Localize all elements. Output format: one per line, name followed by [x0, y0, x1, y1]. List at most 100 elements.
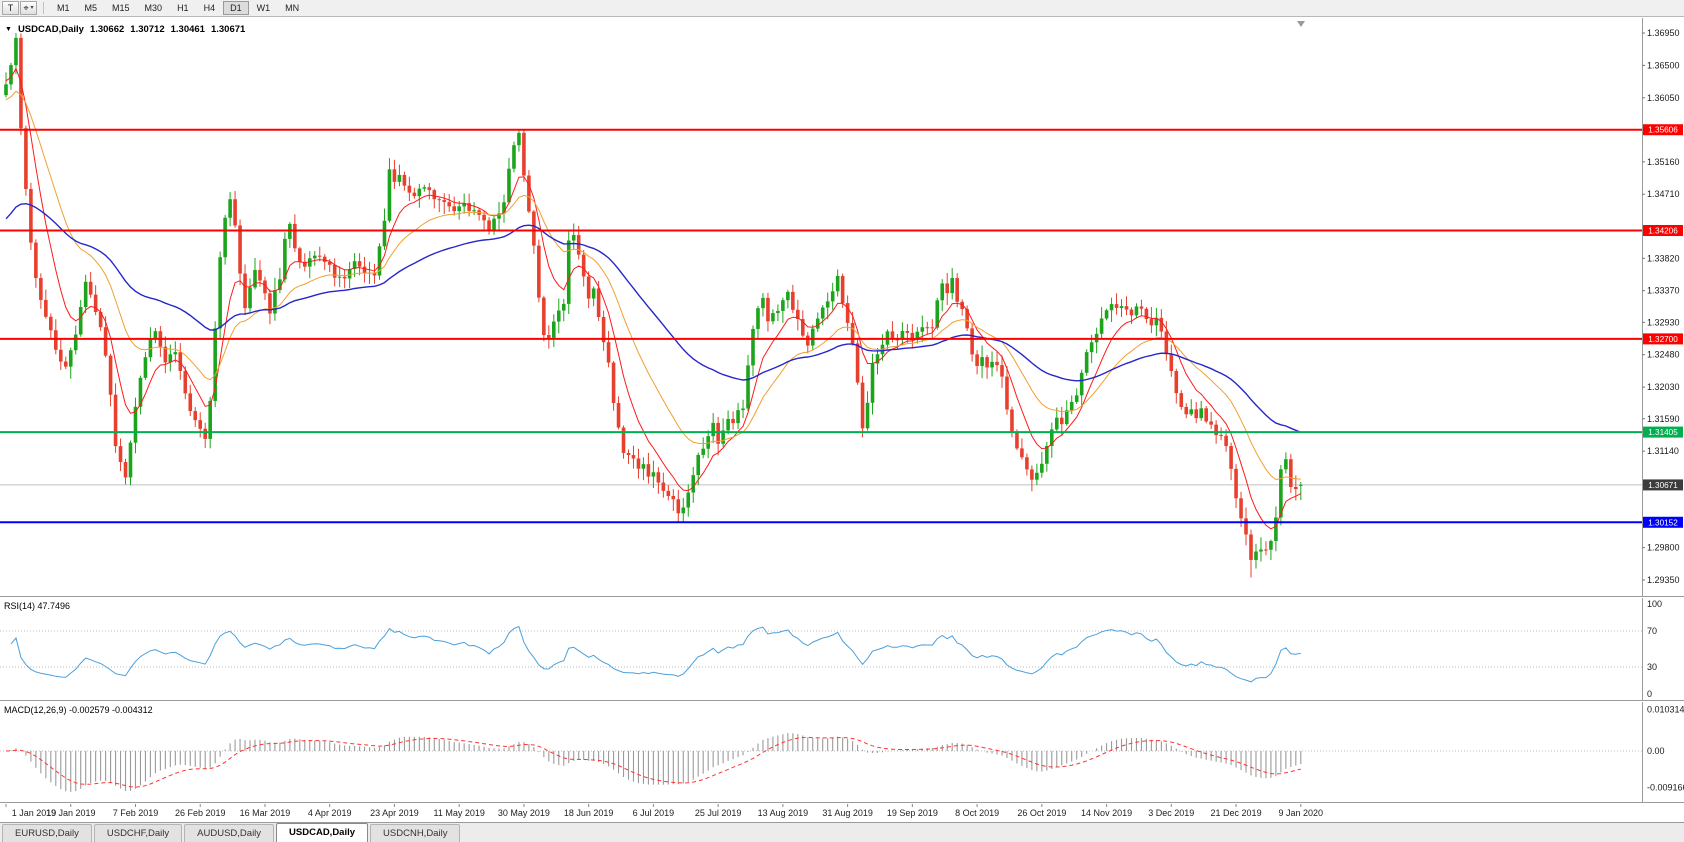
- timeframe-m1-button[interactable]: M1: [50, 1, 77, 15]
- svg-text:1.32030: 1.32030: [1647, 382, 1680, 392]
- tab-audusd-daily[interactable]: AUDUSD,Daily: [184, 824, 275, 842]
- quote-open: 1.30662: [89, 24, 125, 35]
- svg-text:1.34710: 1.34710: [1647, 189, 1680, 199]
- rsi-panel[interactable]: [0, 625, 1642, 683]
- quote-close: 1.30671: [210, 24, 246, 35]
- timeframe-m5-button[interactable]: M5: [78, 1, 105, 15]
- svg-text:1.36050: 1.36050: [1647, 93, 1680, 103]
- price-badge-1.32700: 1.32700: [1643, 333, 1683, 345]
- text-tool-button[interactable]: T: [2, 1, 19, 15]
- timeframe-mn-button[interactable]: MN: [278, 1, 306, 15]
- svg-text:26 Feb 2019: 26 Feb 2019: [175, 808, 226, 818]
- timeframe-d1-button[interactable]: D1: [223, 1, 249, 15]
- macd-indicator-label: MACD(12,26,9) -0.002579 -0.004312: [4, 705, 153, 715]
- price-badge-1.31405: 1.31405: [1643, 426, 1683, 438]
- chart-symbol-label: USDCAD,Daily: [17, 24, 84, 35]
- svg-text:16 Mar 2019: 16 Mar 2019: [240, 808, 291, 818]
- svg-text:1.34206: 1.34206: [1648, 226, 1678, 235]
- svg-text:1.33370: 1.33370: [1647, 286, 1680, 296]
- svg-text:19 Jan 2019: 19 Jan 2019: [46, 808, 96, 818]
- svg-text:14 Nov 2019: 14 Nov 2019: [1081, 808, 1132, 818]
- svg-text:25 Jul 2019: 25 Jul 2019: [695, 808, 742, 818]
- rsi-indicator-label: RSI(14) 47.7496: [4, 601, 71, 611]
- price-axis[interactable]: 1.36950 1.36500 1.36050 1.35160 1.34710 1.338…: [1642, 18, 1684, 802]
- svg-text:1.31405: 1.31405: [1648, 428, 1678, 437]
- tab-usdcad-daily[interactable]: USDCAD,Daily: [276, 823, 369, 842]
- quote-low: 1.30461: [170, 24, 205, 35]
- top-toolbar: T ⌖ ▾ M1 M5 M15 M30 H1 H4 D1 W1 MN: [0, 0, 1684, 17]
- timeframe-h1-button[interactable]: H1: [170, 1, 196, 15]
- rsi-line: [10, 625, 1301, 683]
- ma-fast-line: [5, 67, 1302, 530]
- price-badge-1.35606: 1.35606: [1643, 124, 1683, 136]
- svg-text:1.29800: 1.29800: [1647, 543, 1680, 553]
- price-panel[interactable]: [0, 21, 1642, 578]
- timeframe-w1-button[interactable]: W1: [250, 1, 278, 15]
- svg-text:11 May 2019: 11 May 2019: [433, 808, 484, 818]
- svg-text:13 Aug 2019: 13 Aug 2019: [758, 808, 809, 818]
- svg-text:1.36950: 1.36950: [1647, 28, 1680, 38]
- macd-signal-line: [5, 736, 1301, 788]
- chart-tab-bar: EURUSD,Daily USDCHF,Daily AUDUSD,Daily U…: [0, 822, 1684, 842]
- quote-high: 1.30712: [130, 24, 165, 35]
- svg-text:21 Dec 2019: 21 Dec 2019: [1211, 808, 1262, 818]
- svg-text:0.010314: 0.010314: [1647, 705, 1684, 715]
- chart-canvas[interactable]: 1.36950 1.36500 1.36050 1.35160 1.34710 1.338…: [0, 18, 1684, 822]
- svg-text:1.30152: 1.30152: [1648, 518, 1678, 527]
- svg-text:1.36500: 1.36500: [1647, 60, 1680, 70]
- svg-text:8 Oct 2019: 8 Oct 2019: [955, 808, 999, 818]
- timeframe-m15-button[interactable]: M15: [105, 1, 137, 15]
- svg-text:1.31590: 1.31590: [1647, 414, 1680, 424]
- svg-text:70: 70: [1647, 626, 1657, 636]
- chart-shift-marker[interactable]: [1297, 21, 1305, 27]
- tab-usdcnh-daily[interactable]: USDCNH,Daily: [370, 824, 461, 842]
- price-badge-1.30152: 1.30152: [1643, 516, 1683, 528]
- current-price-badge: 1.30671: [1643, 479, 1683, 491]
- timeframe-h4-button[interactable]: H4: [197, 1, 223, 15]
- svg-text:1.29350: 1.29350: [1647, 575, 1680, 585]
- timeframe-m30-button[interactable]: M30: [138, 1, 170, 15]
- svg-text:0: 0: [1647, 689, 1652, 699]
- svg-text:1.35606: 1.35606: [1648, 126, 1678, 135]
- candles-layer: [4, 33, 1303, 578]
- panel-separators: [0, 596, 1684, 804]
- svg-text:3 Dec 2019: 3 Dec 2019: [1148, 808, 1194, 818]
- macd-panel[interactable]: [0, 733, 1642, 792]
- svg-text:31 Aug 2019: 31 Aug 2019: [822, 808, 873, 818]
- svg-text:1.31140: 1.31140: [1647, 446, 1679, 456]
- svg-text:1.32700: 1.32700: [1648, 335, 1678, 344]
- symbol-dropdown-icon[interactable]: ▼: [5, 26, 12, 33]
- svg-text:0.00: 0.00: [1647, 746, 1665, 756]
- svg-text:100: 100: [1647, 599, 1662, 609]
- svg-text:1.32930: 1.32930: [1647, 317, 1680, 327]
- svg-text:19 Sep 2019: 19 Sep 2019: [887, 808, 938, 818]
- toolbar-separator: [43, 2, 44, 14]
- dropdown-caret-icon: ▾: [30, 4, 34, 11]
- svg-text:9 Jan 2020: 9 Jan 2020: [1279, 808, 1324, 818]
- svg-text:1.30671: 1.30671: [1648, 481, 1678, 490]
- price-badge-1.34206: 1.34206: [1643, 224, 1683, 236]
- svg-text:4 Apr 2019: 4 Apr 2019: [308, 808, 352, 818]
- svg-text:7 Feb 2019: 7 Feb 2019: [113, 808, 159, 818]
- chart-title: ▼ USDCAD,Daily 1.30662 1.30712 1.30461 1…: [5, 24, 245, 35]
- crosshair-icon: ⌖: [23, 2, 29, 13]
- svg-text:26 Oct 2019: 26 Oct 2019: [1017, 808, 1066, 818]
- svg-text:-0.009166: -0.009166: [1647, 783, 1684, 793]
- tab-usdchf-daily[interactable]: USDCHF,Daily: [93, 824, 183, 842]
- svg-text:1 Jan 2019: 1 Jan 2019: [12, 808, 57, 818]
- macd-histogram: [10, 733, 1302, 792]
- svg-text:23 Apr 2019: 23 Apr 2019: [370, 808, 419, 818]
- ma-slow-line: [5, 202, 1302, 433]
- crosshair-tool-button[interactable]: ⌖ ▾: [20, 1, 37, 15]
- tab-eurusd-daily[interactable]: EURUSD,Daily: [2, 824, 92, 842]
- ma-mid-line: [5, 90, 1301, 481]
- svg-text:1.32480: 1.32480: [1647, 350, 1680, 360]
- svg-text:30 May 2019: 30 May 2019: [498, 808, 550, 818]
- svg-text:6 Jul 2019: 6 Jul 2019: [633, 808, 675, 818]
- svg-text:30: 30: [1647, 662, 1657, 672]
- svg-text:1.33820: 1.33820: [1647, 253, 1680, 263]
- chart-window[interactable]: 1.36950 1.36500 1.36050 1.35160 1.34710 1.338…: [0, 18, 1684, 822]
- svg-text:1.35160: 1.35160: [1647, 157, 1680, 167]
